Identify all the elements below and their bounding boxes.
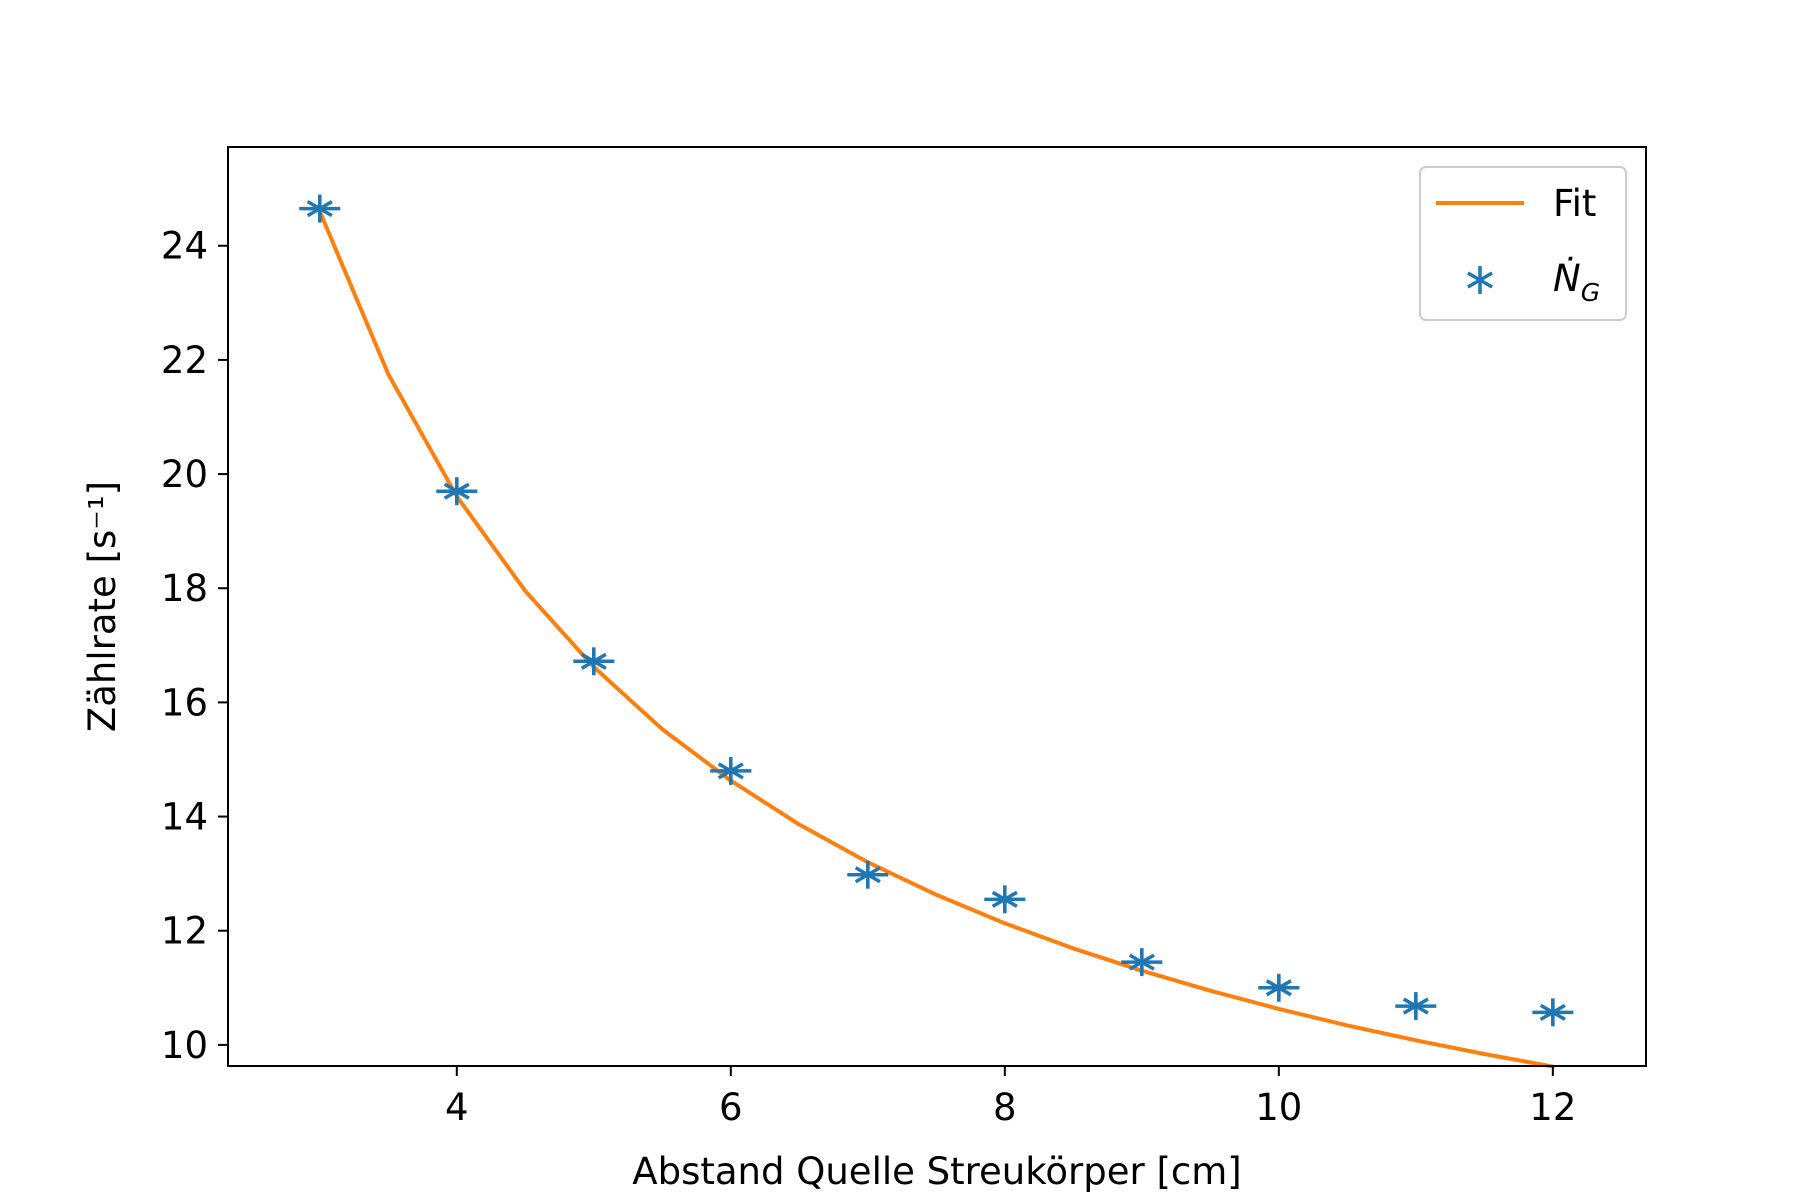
x-tick-label: 12 xyxy=(1529,1086,1576,1129)
data-marker xyxy=(1402,992,1429,1021)
data-marker xyxy=(717,756,744,785)
marker-stroke xyxy=(854,866,881,884)
fit-line xyxy=(317,208,1556,1069)
legend-box xyxy=(1419,166,1627,321)
x-axis-label: Abstand Quelle Streukörper [cm] xyxy=(632,1150,1241,1193)
marker-stroke xyxy=(717,762,744,780)
legend: Fit ṄG xyxy=(1419,166,1627,321)
marker-stroke xyxy=(1128,953,1155,971)
x-tick-label: 8 xyxy=(993,1086,1017,1129)
data-marker xyxy=(854,860,881,889)
marker-stroke xyxy=(1467,271,1493,289)
x-tick-label: 6 xyxy=(719,1086,743,1129)
y-axis-ticks: 10 12 14 16 18 20 22 24 xyxy=(161,225,228,1067)
data-marker xyxy=(1128,948,1155,977)
legend-fit-label: Fit xyxy=(1553,182,1596,225)
x-axis-ticks: 4 6 8 10 12 xyxy=(445,1066,1576,1129)
legend-data-label-main: Ṅ xyxy=(1553,257,1581,300)
marker-stroke xyxy=(1265,979,1292,997)
marker-stroke xyxy=(306,200,333,218)
data-point xyxy=(573,647,615,676)
legend-marker-asterisk xyxy=(1467,266,1493,294)
data-marker xyxy=(1265,973,1292,1002)
legend-data-marker xyxy=(1467,266,1493,294)
plot-area xyxy=(299,194,1574,1069)
data-point xyxy=(436,477,478,506)
y-tick-label: 22 xyxy=(161,339,208,382)
data-point xyxy=(299,194,341,223)
data-point xyxy=(1395,992,1437,1021)
y-tick-label: 12 xyxy=(161,910,208,953)
x-tick-label: 4 xyxy=(445,1086,469,1129)
y-tick-label: 20 xyxy=(161,453,208,496)
y-tick-label: 18 xyxy=(161,567,208,610)
data-point xyxy=(1121,948,1163,977)
data-point xyxy=(710,756,752,785)
y-tick-label: 14 xyxy=(161,796,208,839)
y-tick-label: 16 xyxy=(161,681,208,724)
y-axis-label: Zählrate [s⁻¹] xyxy=(81,481,124,732)
data-point xyxy=(1258,973,1300,1002)
y-tick-label: 10 xyxy=(161,1024,208,1067)
marker-stroke xyxy=(1539,1003,1566,1021)
marker-stroke xyxy=(1402,997,1429,1015)
legend-data-label: ṄG xyxy=(1553,257,1600,307)
axes-frame xyxy=(227,146,1647,1067)
data-point xyxy=(984,885,1026,914)
marker-stroke xyxy=(580,652,607,670)
data-marker xyxy=(443,477,470,506)
data-marker xyxy=(991,885,1018,914)
data-marker xyxy=(1539,998,1566,1027)
y-tick-label: 24 xyxy=(161,225,208,268)
data-point xyxy=(847,860,889,889)
data-marker xyxy=(306,194,333,223)
x-tick-label: 10 xyxy=(1255,1086,1302,1129)
marker-stroke xyxy=(443,482,470,500)
legend-data-label-subscript: G xyxy=(1581,278,1600,307)
marker-stroke xyxy=(991,890,1018,908)
data-point xyxy=(1532,998,1574,1027)
data-marker xyxy=(580,647,607,676)
